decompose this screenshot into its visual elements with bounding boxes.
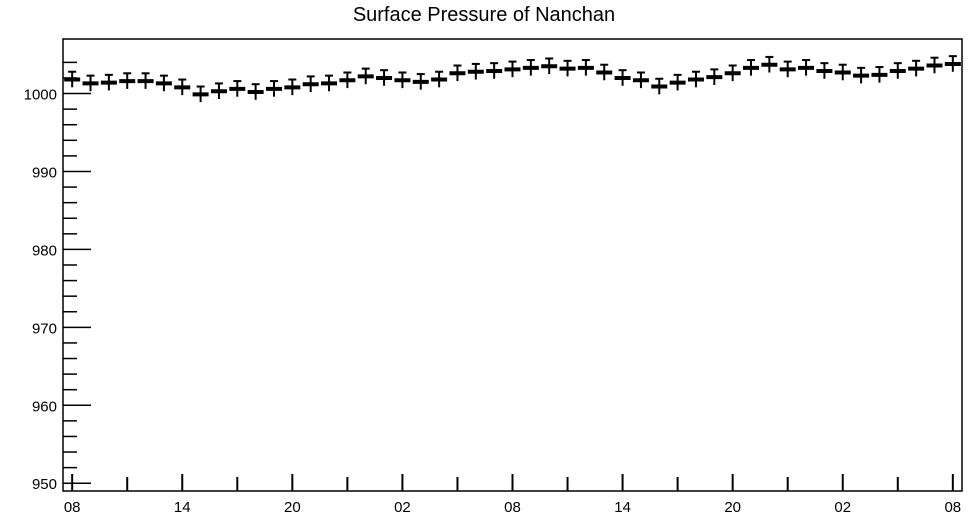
y-axis: 950 960 970 980 990 1000 xyxy=(24,61,91,493)
x-axis: 08 14 20 02 08 14 20 02 08 xyxy=(64,474,961,516)
data-point xyxy=(706,68,723,85)
data-point xyxy=(669,73,686,91)
data-point xyxy=(376,69,393,86)
data-point xyxy=(816,62,833,79)
data-point xyxy=(761,55,778,73)
data-point xyxy=(541,57,558,75)
data-point xyxy=(64,70,81,88)
data-point xyxy=(871,66,888,83)
data-point xyxy=(357,67,374,85)
data-point xyxy=(265,80,282,97)
data-point xyxy=(559,59,576,77)
data-point xyxy=(504,60,521,78)
data-point xyxy=(889,62,906,79)
x-tick-label: 08 xyxy=(64,499,81,516)
data-point xyxy=(137,72,154,89)
data-point xyxy=(412,73,429,90)
y-tick-label: 960 xyxy=(32,398,57,415)
data-point xyxy=(210,82,227,100)
data-point xyxy=(926,56,943,74)
data-point xyxy=(486,62,503,79)
data-point xyxy=(82,74,99,92)
y-tick-label: 990 xyxy=(32,164,57,181)
data-points xyxy=(64,55,961,103)
x-tick-label: 20 xyxy=(284,499,301,516)
data-point xyxy=(908,59,925,77)
x-tick-label: 02 xyxy=(394,499,411,516)
data-point xyxy=(743,59,760,76)
data-point xyxy=(431,70,448,88)
y-tick-label: 950 xyxy=(32,476,57,493)
y-tick-label: 970 xyxy=(32,320,57,337)
x-tick-label: 20 xyxy=(724,499,741,516)
data-point xyxy=(944,55,961,72)
data-point xyxy=(834,63,851,81)
x-tick-label: 14 xyxy=(174,499,191,516)
data-point xyxy=(100,73,117,91)
data-point xyxy=(394,71,411,89)
data-point xyxy=(724,64,741,82)
x-tick-label: 08 xyxy=(944,499,961,516)
y-tick-label: 980 xyxy=(32,242,57,259)
y-tick-label: 1000 xyxy=(24,87,57,104)
plot-frame xyxy=(62,38,963,492)
data-point xyxy=(449,64,466,82)
data-point xyxy=(339,71,356,89)
data-point xyxy=(853,66,870,84)
chart-title: Surface Pressure of Nanchan xyxy=(352,4,616,26)
x-tick-label: 08 xyxy=(504,499,521,516)
data-point xyxy=(687,70,704,88)
data-point xyxy=(779,60,796,78)
data-point xyxy=(229,80,246,97)
data-point xyxy=(577,59,594,76)
data-point xyxy=(155,74,172,92)
x-tick-label: 02 xyxy=(834,499,851,516)
data-point xyxy=(632,71,649,89)
data-point xyxy=(522,59,539,76)
data-point xyxy=(467,62,484,80)
data-point xyxy=(798,59,815,76)
data-point xyxy=(614,69,631,86)
x-tick-label: 14 xyxy=(614,499,631,516)
data-point xyxy=(302,75,319,92)
data-point xyxy=(284,78,301,96)
data-point xyxy=(192,85,209,103)
data-point xyxy=(119,72,136,89)
data-point xyxy=(247,83,264,100)
data-point xyxy=(596,63,613,81)
data-point xyxy=(651,77,668,95)
data-point xyxy=(321,74,338,92)
data-point xyxy=(174,78,191,96)
